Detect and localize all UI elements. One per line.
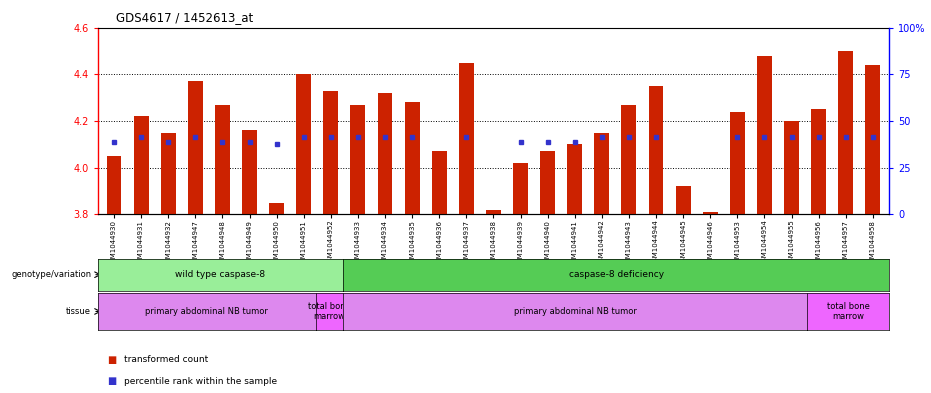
- Bar: [622, 105, 637, 214]
- Bar: [106, 156, 121, 214]
- Bar: [866, 65, 881, 214]
- Text: percentile rank within the sample: percentile rank within the sample: [124, 377, 277, 386]
- Bar: [513, 163, 528, 214]
- Bar: [378, 93, 393, 214]
- Text: genotype/variation: genotype/variation: [11, 270, 91, 279]
- Bar: [459, 62, 474, 214]
- Bar: [350, 105, 365, 214]
- Text: ■: ■: [107, 376, 116, 386]
- Bar: [242, 130, 257, 214]
- Text: wild type caspase-8: wild type caspase-8: [175, 270, 265, 279]
- Bar: [676, 186, 691, 214]
- Bar: [567, 144, 582, 214]
- Bar: [215, 105, 230, 214]
- Bar: [703, 212, 718, 214]
- Bar: [161, 132, 176, 214]
- Text: total bone
marrow: total bone marrow: [308, 302, 351, 321]
- Bar: [649, 86, 664, 214]
- Text: tissue: tissue: [66, 307, 91, 316]
- Bar: [134, 116, 149, 214]
- Bar: [323, 90, 338, 214]
- Bar: [730, 112, 745, 214]
- Bar: [269, 202, 284, 214]
- Bar: [784, 121, 799, 214]
- Text: primary abdominal NB tumor: primary abdominal NB tumor: [145, 307, 268, 316]
- Bar: [594, 132, 609, 214]
- Bar: [188, 81, 203, 214]
- Bar: [811, 109, 826, 214]
- Text: transformed count: transformed count: [124, 355, 208, 364]
- Text: caspase-8 deficiency: caspase-8 deficiency: [569, 270, 664, 279]
- Bar: [432, 151, 447, 214]
- Text: primary abdominal NB tumor: primary abdominal NB tumor: [514, 307, 637, 316]
- Bar: [540, 151, 555, 214]
- Text: total bone
marrow: total bone marrow: [827, 302, 870, 321]
- Bar: [405, 102, 420, 214]
- Text: GDS4617 / 1452613_at: GDS4617 / 1452613_at: [116, 11, 253, 24]
- Bar: [838, 51, 853, 214]
- Bar: [296, 74, 311, 214]
- Bar: [486, 209, 501, 214]
- Bar: [757, 55, 772, 214]
- Text: ■: ■: [107, 354, 116, 365]
